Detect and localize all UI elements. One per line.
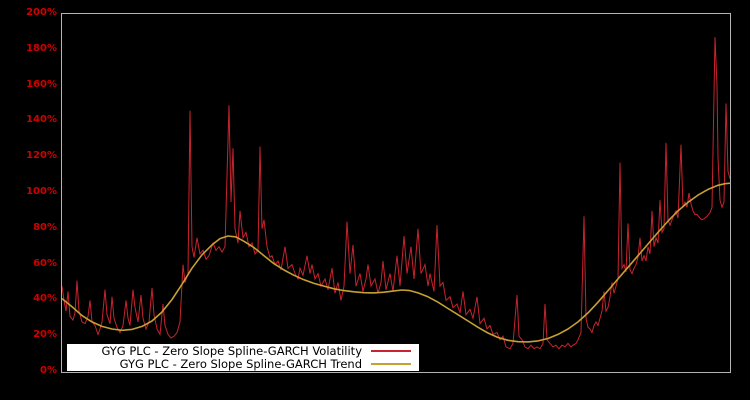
legend: GYG PLC - Zero Slope Spline-GARCH Volati… (67, 344, 419, 371)
y-tick-label: 0% (40, 365, 57, 376)
trend-line-sample-icon (371, 362, 411, 365)
y-tick-label: 80% (33, 221, 57, 233)
y-tick-label: 60% (33, 257, 57, 269)
y-tick-label: 20% (33, 329, 57, 341)
plot-area: GYG PLC - Zero Slope Spline-GARCH Volati… (61, 13, 731, 373)
trend-series-line (62, 182, 730, 343)
y-tick-label: 160% (26, 78, 57, 90)
volatility-line-sample-icon (371, 350, 411, 353)
legend-label-trend: GYG PLC - Zero Slope Spline-GARCH Trend (119, 356, 362, 371)
y-tick-label: 180% (26, 42, 57, 54)
volatility-series-line (62, 37, 730, 350)
y-tick-label: 100% (26, 186, 57, 197)
y-tick-label: 120% (26, 150, 57, 162)
y-tick-label: 200% (26, 7, 57, 18)
legend-row-volatility: GYG PLC - Zero Slope Spline-GARCH Volati… (69, 345, 411, 358)
legend-row-trend: GYG PLC - Zero Slope Spline-GARCH Trend (69, 358, 411, 371)
legend-label-volatility: GYG PLC - Zero Slope Spline-GARCH Volati… (101, 344, 362, 359)
y-tick-label: 40% (33, 293, 57, 305)
plot-svg (62, 37, 730, 350)
y-tick-label: 140% (26, 114, 57, 126)
